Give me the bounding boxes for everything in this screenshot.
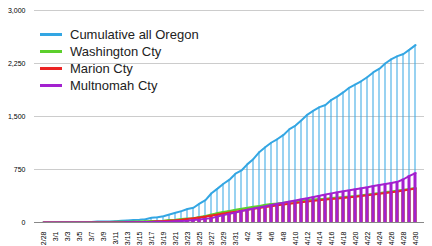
svg-text:4/6: 4/6 xyxy=(268,231,275,241)
svg-text:3/15: 3/15 xyxy=(136,231,143,245)
html-text:Marion Cty: Marion Cty xyxy=(70,61,133,76)
svg-text:3/31: 3/31 xyxy=(232,231,239,245)
svg-text:3/13: 3/13 xyxy=(124,231,131,245)
svg-text:3/19: 3/19 xyxy=(160,231,167,245)
svg-text:3/7: 3/7 xyxy=(88,231,95,241)
svg-text:4/18: 4/18 xyxy=(340,231,347,245)
svg-text:3/11: 3/11 xyxy=(112,231,119,244)
svg-text:3/5: 3/5 xyxy=(76,231,83,241)
svg-text:4/2: 4/2 xyxy=(244,231,251,241)
svg-text:750: 750 xyxy=(14,166,26,173)
svg-text:4/10: 4/10 xyxy=(292,231,299,245)
svg-text:4/12: 4/12 xyxy=(304,231,311,245)
svg-text:2,250: 2,250 xyxy=(8,60,26,67)
svg-text:4/24: 4/24 xyxy=(376,231,383,245)
svg-text:4/26: 4/26 xyxy=(388,231,395,245)
svg-text:4/14: 4/14 xyxy=(316,231,323,245)
svg-text:3/21: 3/21 xyxy=(172,231,179,245)
svg-text:3/17: 3/17 xyxy=(148,231,155,245)
svg-text:3/3: 3/3 xyxy=(64,231,71,241)
svg-text:4/30: 4/30 xyxy=(412,231,419,245)
svg-text:3/1: 3/1 xyxy=(52,231,59,241)
svg-text:2/28: 2/28 xyxy=(40,231,47,245)
svg-text:1,500: 1,500 xyxy=(8,113,26,120)
svg-text:0: 0 xyxy=(22,219,26,226)
svg-text:4/16: 4/16 xyxy=(328,231,335,245)
svg-text:4/4: 4/4 xyxy=(256,231,263,241)
html-text:Washington Cty: Washington Cty xyxy=(70,44,162,59)
svg-text:4/22: 4/22 xyxy=(364,231,371,245)
svg-text:3/27: 3/27 xyxy=(208,231,215,245)
svg-text:3/23: 3/23 xyxy=(184,231,191,245)
svg-text:3,000: 3,000 xyxy=(8,7,26,14)
svg-text:4/20: 4/20 xyxy=(352,231,359,245)
svg-text:4/28: 4/28 xyxy=(400,231,407,245)
svg-text:3/25: 3/25 xyxy=(196,231,203,245)
html-text:Cumulative all Oregon: Cumulative all Oregon xyxy=(70,27,199,42)
svg-text:3/9: 3/9 xyxy=(100,231,107,241)
html-text:Multnomah Cty: Multnomah Cty xyxy=(70,78,158,93)
svg-text:3/29: 3/29 xyxy=(220,231,227,245)
svg-text:4/8: 4/8 xyxy=(280,231,287,241)
